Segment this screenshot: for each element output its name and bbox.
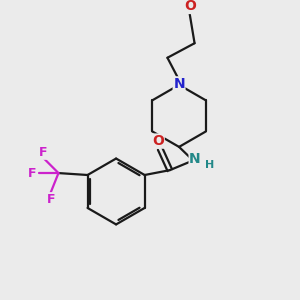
Text: H: H — [205, 160, 214, 170]
Text: N: N — [189, 152, 201, 167]
Text: O: O — [152, 134, 164, 148]
Text: N: N — [173, 77, 185, 91]
Text: F: F — [39, 146, 47, 159]
Text: F: F — [28, 167, 37, 180]
Text: O: O — [184, 0, 196, 14]
Text: F: F — [46, 193, 55, 206]
